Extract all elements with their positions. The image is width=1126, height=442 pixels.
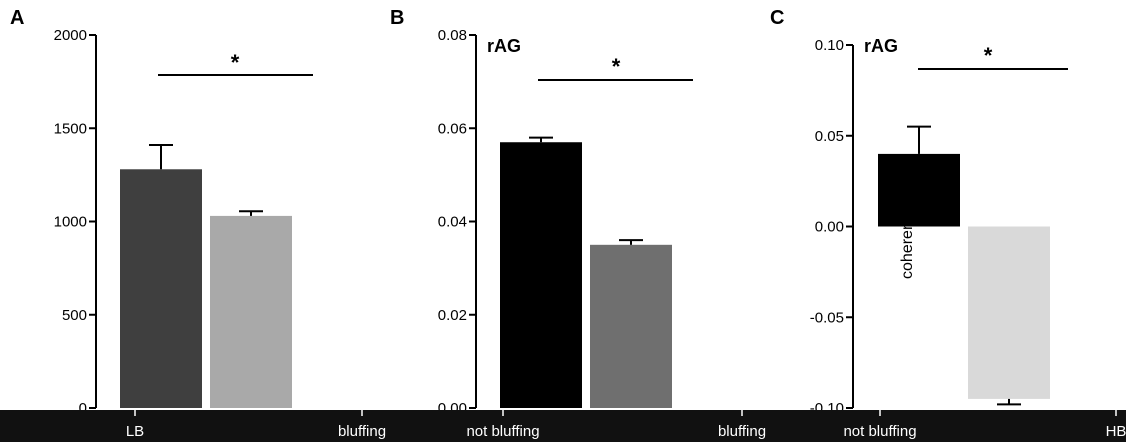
y-tick-label: 0.05 (815, 128, 844, 145)
y-tick-label: 0.08 (438, 27, 467, 44)
panel-a: A0500100015002000RT (ms)* (10, 7, 313, 417)
y-tick-label: -0.05 (810, 309, 844, 326)
y-tick-label: 1500 (54, 120, 87, 137)
x-category-label: bluffing (338, 423, 386, 440)
label-strip-background (0, 410, 1126, 442)
bar-bluffing (878, 153, 960, 227)
x-category-label: not bluffing (843, 423, 916, 440)
y-tick-label: 1000 (54, 214, 87, 231)
y-tick-label: 0.00 (815, 219, 844, 236)
y-tick-label: 0 (79, 400, 87, 417)
bar-not-bluffing (210, 215, 292, 408)
bar-bluffing (500, 142, 582, 409)
y-tick-label: 2000 (54, 27, 87, 44)
panel-letter: A (10, 7, 24, 29)
bar-not-bluffing (968, 226, 1050, 399)
region-label: rAG (487, 36, 521, 56)
x-category-label: HB (1106, 423, 1126, 440)
y-tick-label: 0.04 (438, 214, 467, 231)
y-tick-label: 500 (62, 307, 87, 324)
y-tick-label: 0.06 (438, 120, 467, 137)
bottom-label-strip: LB bluffing not bluffing bluffing not bluffi… (0, 410, 1126, 442)
y-tick-label: 0.02 (438, 307, 467, 324)
significance-star: * (984, 43, 993, 68)
region-label: rAG (864, 36, 898, 56)
x-category-label: bluffing (718, 423, 766, 440)
x-category-label: not bluffing (466, 423, 539, 440)
panel-letter: C (770, 7, 784, 29)
bar-bluffing (120, 169, 202, 408)
y-tick-label: 0.10 (815, 37, 844, 54)
significance-star: * (231, 50, 240, 75)
x-category-label: LB (126, 423, 144, 440)
significance-star: * (612, 54, 621, 79)
bar-not-bluffing (590, 244, 672, 408)
panel-letter: B (390, 7, 404, 29)
